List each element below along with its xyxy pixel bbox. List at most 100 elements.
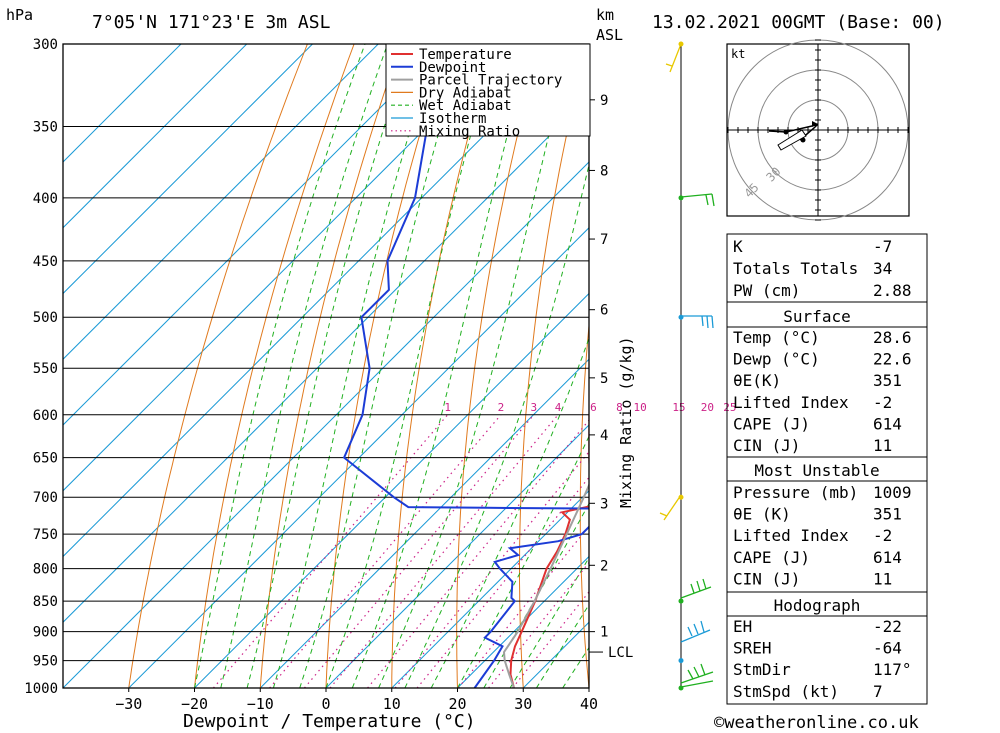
pressure-tick-label: 600 [33, 408, 58, 424]
surface-row-value: 614 [873, 414, 902, 433]
sounding-series [342, 75, 589, 688]
legend-label: Dry Adiabat [419, 85, 512, 101]
pw-label: PW (cm) [733, 281, 800, 300]
wind-barb [665, 43, 682, 73]
mixing-ratio-lines [212, 414, 589, 688]
isotherm-line [63, 44, 379, 360]
isotherm-line [128, 227, 589, 688]
height-tick-label: 6 [600, 303, 608, 319]
mixing-ratio-line [416, 476, 589, 688]
dewpoint-line [342, 75, 589, 688]
surface-row-label: Lifted Index [733, 393, 849, 412]
wind-barb-dot [678, 598, 684, 604]
indices-tables: K -7 Totals Totals 34 PW (cm) 2.88 Surface Temp… [726, 233, 928, 705]
hodograph-box [726, 591, 928, 705]
wind-barb [680, 620, 711, 643]
pressure-tick-label: 800 [33, 562, 58, 578]
dry-adiabat-line [909, 44, 984, 688]
km-label: km [596, 6, 614, 24]
isotherm-line [63, 44, 248, 229]
height-tick-label: 2 [600, 558, 608, 574]
pressure-tick-label: 400 [33, 191, 58, 207]
wind-barb [681, 315, 714, 329]
asl-label: ASL [596, 26, 623, 44]
pressure-tick-label: 350 [33, 119, 58, 135]
wet-adiabat-line [246, 44, 412, 688]
surface-row-value: -2 [873, 393, 892, 412]
hodograph-row-value: -22 [873, 617, 902, 636]
mixing-ratio-label: 8 [616, 401, 623, 414]
temperature-tick-label: 10 [383, 695, 401, 713]
mixing-ratio-labels: 1 2 3 4 6 8 10 15 20 25 [444, 401, 736, 414]
hodograph-row-label: StmSpd (kt) [733, 682, 839, 701]
surface-row-label: Dewp (°C) [733, 350, 820, 369]
mixing-ratio-label: 2 [498, 401, 505, 414]
hpa-label: hPa [6, 6, 33, 24]
temperature-line [509, 413, 589, 688]
totals-totals-label: Totals Totals [733, 259, 858, 278]
surface-row-label: θE(K) [733, 371, 781, 390]
wet-adiabat-line [404, 162, 589, 688]
wind-barb-column [659, 41, 715, 691]
pressure-tick-label: 550 [33, 361, 58, 377]
isotherm-line [63, 161, 589, 688]
pressure-tick-label: 950 [33, 654, 58, 670]
pressure-tick-label: 850 [33, 594, 58, 610]
isotherm-line [63, 44, 313, 295]
location-title: 7°05'N 171°23'E 3m ASL [92, 12, 331, 33]
temperature-tick-label: −30 [115, 695, 142, 713]
mixing-ratio-label: 3 [531, 401, 538, 414]
temperature-axis: −30 −20 −10 0 10 20 30 40 [115, 688, 598, 713]
surface-row-label: Temp (°C) [733, 328, 820, 347]
most-unstable-row-value: 11 [873, 569, 892, 588]
wind-barb [659, 494, 682, 521]
hodograph-row-value: -64 [873, 639, 902, 658]
surface-row-value: 28.6 [873, 328, 912, 347]
legend-label: Temperature [419, 47, 512, 63]
pressure-axis: 300 350 400 450 500 550 600 650 700 750 800 850 900 9… [24, 37, 58, 697]
dry-adiabat-line [958, 44, 1000, 688]
temperature-tick-label: 30 [514, 695, 532, 713]
temperature-tick-label: 20 [448, 695, 466, 713]
isotherm-line [457, 555, 589, 688]
pressure-tick-label: 1000 [24, 681, 58, 697]
mixing-ratio-line [269, 414, 502, 688]
hodograph-unit-label: kt [731, 47, 745, 61]
wind-barb-dot [678, 195, 684, 201]
most-unstable-row-value: 614 [873, 548, 902, 567]
pressure-tick-label: 750 [33, 527, 58, 543]
mixing-ratio-label: 4 [555, 401, 562, 414]
height-tick-label: 8 [600, 163, 608, 179]
hodograph-header: Hodograph [774, 596, 861, 615]
hodograph-row-label: SREH [733, 639, 772, 658]
isotherm-line [63, 44, 576, 558]
dry-adiabat-line [519, 44, 588, 688]
isobar-lines [63, 44, 589, 688]
pressure-tick-label: 700 [33, 490, 58, 506]
hodograph-row-value: 7 [873, 682, 883, 701]
k-index-value: -7 [873, 237, 892, 256]
mixing-ratio-axis-title: Mixing Ratio (g/kg) [617, 336, 635, 508]
wind-barb-dot [678, 314, 684, 320]
isotherm-line [325, 424, 589, 688]
parcel-trajectory-line [502, 482, 589, 688]
isotherm-line [259, 358, 589, 688]
pressure-tick-label: 500 [33, 310, 58, 326]
surface-header: Surface [783, 307, 850, 326]
wet-adiabat-line [351, 44, 533, 688]
isotherm-line [391, 490, 589, 688]
lcl-label: LCL [608, 645, 633, 661]
isotherm-lines [63, 44, 589, 688]
temperature-tick-label: 40 [580, 695, 598, 713]
surface-row-label: CIN (J) [733, 436, 800, 455]
wind-barb [680, 663, 714, 688]
copyright-text: ©weatheronline.co.uk [714, 713, 919, 733]
mixing-ratio-label: 10 [634, 401, 647, 414]
legend-label: Parcel Trajectory [419, 73, 562, 89]
temperature-tick-label: −20 [181, 695, 208, 713]
wind-barb-dot [678, 494, 684, 500]
legend-label: Isotherm [419, 111, 486, 127]
most-unstable-row-label: CAPE (J) [733, 548, 810, 567]
